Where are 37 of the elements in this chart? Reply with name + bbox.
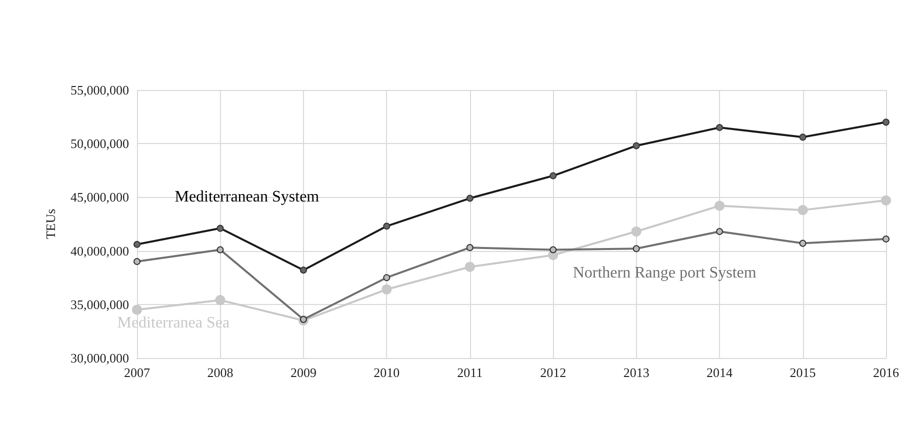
- x-tick-label: 2013: [623, 365, 650, 380]
- point: [216, 224, 224, 232]
- point: [632, 142, 640, 150]
- point: [466, 194, 474, 202]
- series-label: Mediterranean System: [174, 188, 320, 206]
- point: [300, 266, 307, 274]
- x-tick-label: 2008: [207, 365, 234, 380]
- point: [631, 226, 642, 236]
- point: [215, 295, 226, 306]
- point: [716, 124, 724, 132]
- y-tick-label: 35,000,000: [70, 296, 129, 312]
- point: [383, 222, 390, 230]
- x-tick-label: 2009: [290, 365, 316, 380]
- x-tick-label: 2015: [790, 365, 816, 380]
- y-tick-label: 55,000,000: [70, 82, 129, 98]
- series-label: Northern Range port System: [572, 264, 757, 282]
- point: [882, 118, 890, 126]
- point: [798, 205, 808, 216]
- x-tick-label: 2016: [873, 365, 900, 380]
- point: [714, 200, 725, 211]
- y-tick-label: 40,000,000: [70, 243, 129, 258]
- point: [799, 134, 806, 141]
- point: [464, 262, 475, 272]
- point: [382, 284, 392, 294]
- x-tick-label: 2014: [706, 365, 734, 380]
- x-tick-label: 2010: [374, 365, 400, 380]
- x-tick-label: 2012: [540, 365, 566, 380]
- point: [132, 304, 142, 315]
- point: [881, 195, 891, 206]
- point: [134, 240, 140, 248]
- y-tick-label: 45,000,000: [70, 190, 129, 205]
- point: [550, 172, 557, 180]
- x-tick-label: 2007: [124, 365, 150, 380]
- x-tick-label: 2011: [457, 365, 483, 380]
- y-tick-label: 30,000,000: [70, 350, 129, 366]
- y-tick-label: 50,000,000: [70, 136, 129, 152]
- y-axis-title: TEUs: [43, 208, 58, 240]
